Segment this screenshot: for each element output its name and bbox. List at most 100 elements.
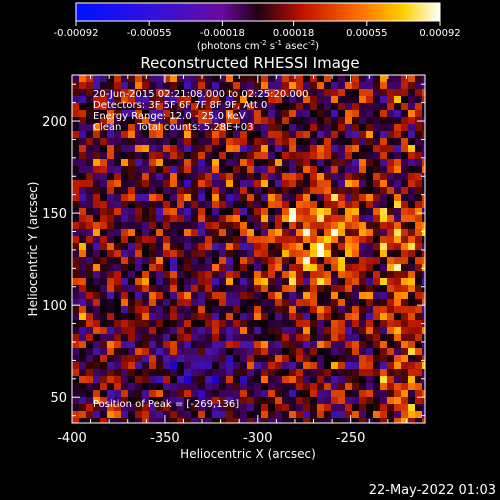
- heatmap-cell: [149, 418, 156, 423]
- heatmap-cell: [296, 152, 303, 159]
- heatmap-cell: [93, 110, 100, 117]
- heatmap-cell: [310, 271, 317, 278]
- heatmap-cell: [415, 117, 422, 124]
- heatmap-cell: [296, 201, 303, 208]
- heatmap-cell: [163, 334, 170, 341]
- heatmap-cell: [163, 264, 170, 271]
- heatmap-cell: [198, 187, 205, 194]
- heatmap-cell: [100, 110, 107, 117]
- heatmap-cell: [275, 362, 282, 369]
- peak-position-label: Position of Peak = [-269,136]: [93, 399, 239, 410]
- heatmap-cell: [128, 313, 135, 320]
- heatmap-cell: [247, 236, 254, 243]
- heatmap-cell: [303, 159, 310, 166]
- heatmap-cell: [184, 215, 191, 222]
- heatmap-cell: [338, 89, 345, 96]
- heatmap-cell: [282, 257, 289, 264]
- heatmap-cell: [254, 194, 261, 201]
- heatmap-cell: [387, 369, 394, 376]
- heatmap-cell: [142, 285, 149, 292]
- heatmap-cell: [191, 110, 198, 117]
- heatmap-cell: [191, 334, 198, 341]
- heatmap-cell: [408, 194, 415, 201]
- heatmap-cell: [135, 103, 142, 110]
- heatmap-cell: [149, 348, 156, 355]
- heatmap-cell: [93, 306, 100, 313]
- heatmap-cell: [205, 418, 212, 423]
- heatmap-cell: [233, 222, 240, 229]
- heatmap-cell: [79, 397, 86, 404]
- heatmap-cell: [268, 117, 275, 124]
- heatmap-cell: [296, 306, 303, 313]
- heatmap-cell: [366, 236, 373, 243]
- heatmap-cell: [366, 320, 373, 327]
- heatmap-cell: [275, 243, 282, 250]
- heatmap-cell: [163, 285, 170, 292]
- heatmap-cell: [114, 397, 121, 404]
- heatmap-cell: [191, 285, 198, 292]
- heatmap-cell: [324, 180, 331, 187]
- heatmap-cell: [198, 278, 205, 285]
- heatmap-cell: [107, 229, 114, 236]
- heatmap-cell: [114, 124, 121, 131]
- heatmap-cell: [359, 110, 366, 117]
- heatmap-cell: [331, 145, 338, 152]
- heatmap-cell: [184, 159, 191, 166]
- heatmap-cell: [156, 180, 163, 187]
- heatmap-cell: [72, 264, 79, 271]
- heatmap-cell: [408, 285, 415, 292]
- heatmap-cell: [177, 229, 184, 236]
- heatmap-cell: [149, 299, 156, 306]
- heatmap-cell: [289, 313, 296, 320]
- heatmap-cell: [345, 376, 352, 383]
- heatmap-cell: [184, 208, 191, 215]
- heatmap-cell: [198, 376, 205, 383]
- heatmap-cell: [233, 334, 240, 341]
- heatmap-cell: [170, 257, 177, 264]
- heatmap-cell: [198, 229, 205, 236]
- heatmap-cell: [359, 306, 366, 313]
- heatmap-cell: [331, 166, 338, 173]
- heatmap-cell: [198, 124, 205, 131]
- heatmap-cell: [254, 124, 261, 131]
- heatmap-cell: [226, 222, 233, 229]
- heatmap-cell: [114, 299, 121, 306]
- heatmap-cell: [233, 390, 240, 397]
- heatmap-cell: [156, 173, 163, 180]
- heatmap-cell: [345, 173, 352, 180]
- heatmap-cell: [345, 250, 352, 257]
- heatmap-cell: [93, 75, 100, 82]
- heatmap-cell: [261, 194, 268, 201]
- heatmap-cell: [72, 362, 79, 369]
- heatmap-cell: [100, 278, 107, 285]
- heatmap-cell: [135, 75, 142, 82]
- heatmap-cell: [184, 390, 191, 397]
- heatmap-cell: [219, 390, 226, 397]
- heatmap-cell: [380, 103, 387, 110]
- heatmap-cell: [121, 208, 128, 215]
- heatmap-cell: [380, 229, 387, 236]
- heatmap-cell: [401, 201, 408, 208]
- heatmap-cell: [86, 362, 93, 369]
- heatmap-cell: [352, 355, 359, 362]
- heatmap-cell: [422, 180, 425, 187]
- heatmap-cell: [338, 390, 345, 397]
- heatmap-cell: [149, 194, 156, 201]
- heatmap-cell: [394, 194, 401, 201]
- heatmap-cell: [394, 215, 401, 222]
- heatmap-cell: [142, 138, 149, 145]
- heatmap-cell: [331, 362, 338, 369]
- heatmap-cell: [387, 411, 394, 418]
- heatmap-cell: [86, 208, 93, 215]
- heatmap-cell: [128, 145, 135, 152]
- heatmap-cell: [345, 362, 352, 369]
- heatmap-cell: [226, 411, 233, 418]
- heatmap-cell: [156, 362, 163, 369]
- heatmap-cell: [247, 180, 254, 187]
- heatmap-cell: [275, 271, 282, 278]
- heatmap-cell: [184, 110, 191, 117]
- heatmap-cell: [275, 131, 282, 138]
- heatmap-cell: [149, 306, 156, 313]
- heatmap-cell: [177, 376, 184, 383]
- heatmap-cell: [107, 124, 114, 131]
